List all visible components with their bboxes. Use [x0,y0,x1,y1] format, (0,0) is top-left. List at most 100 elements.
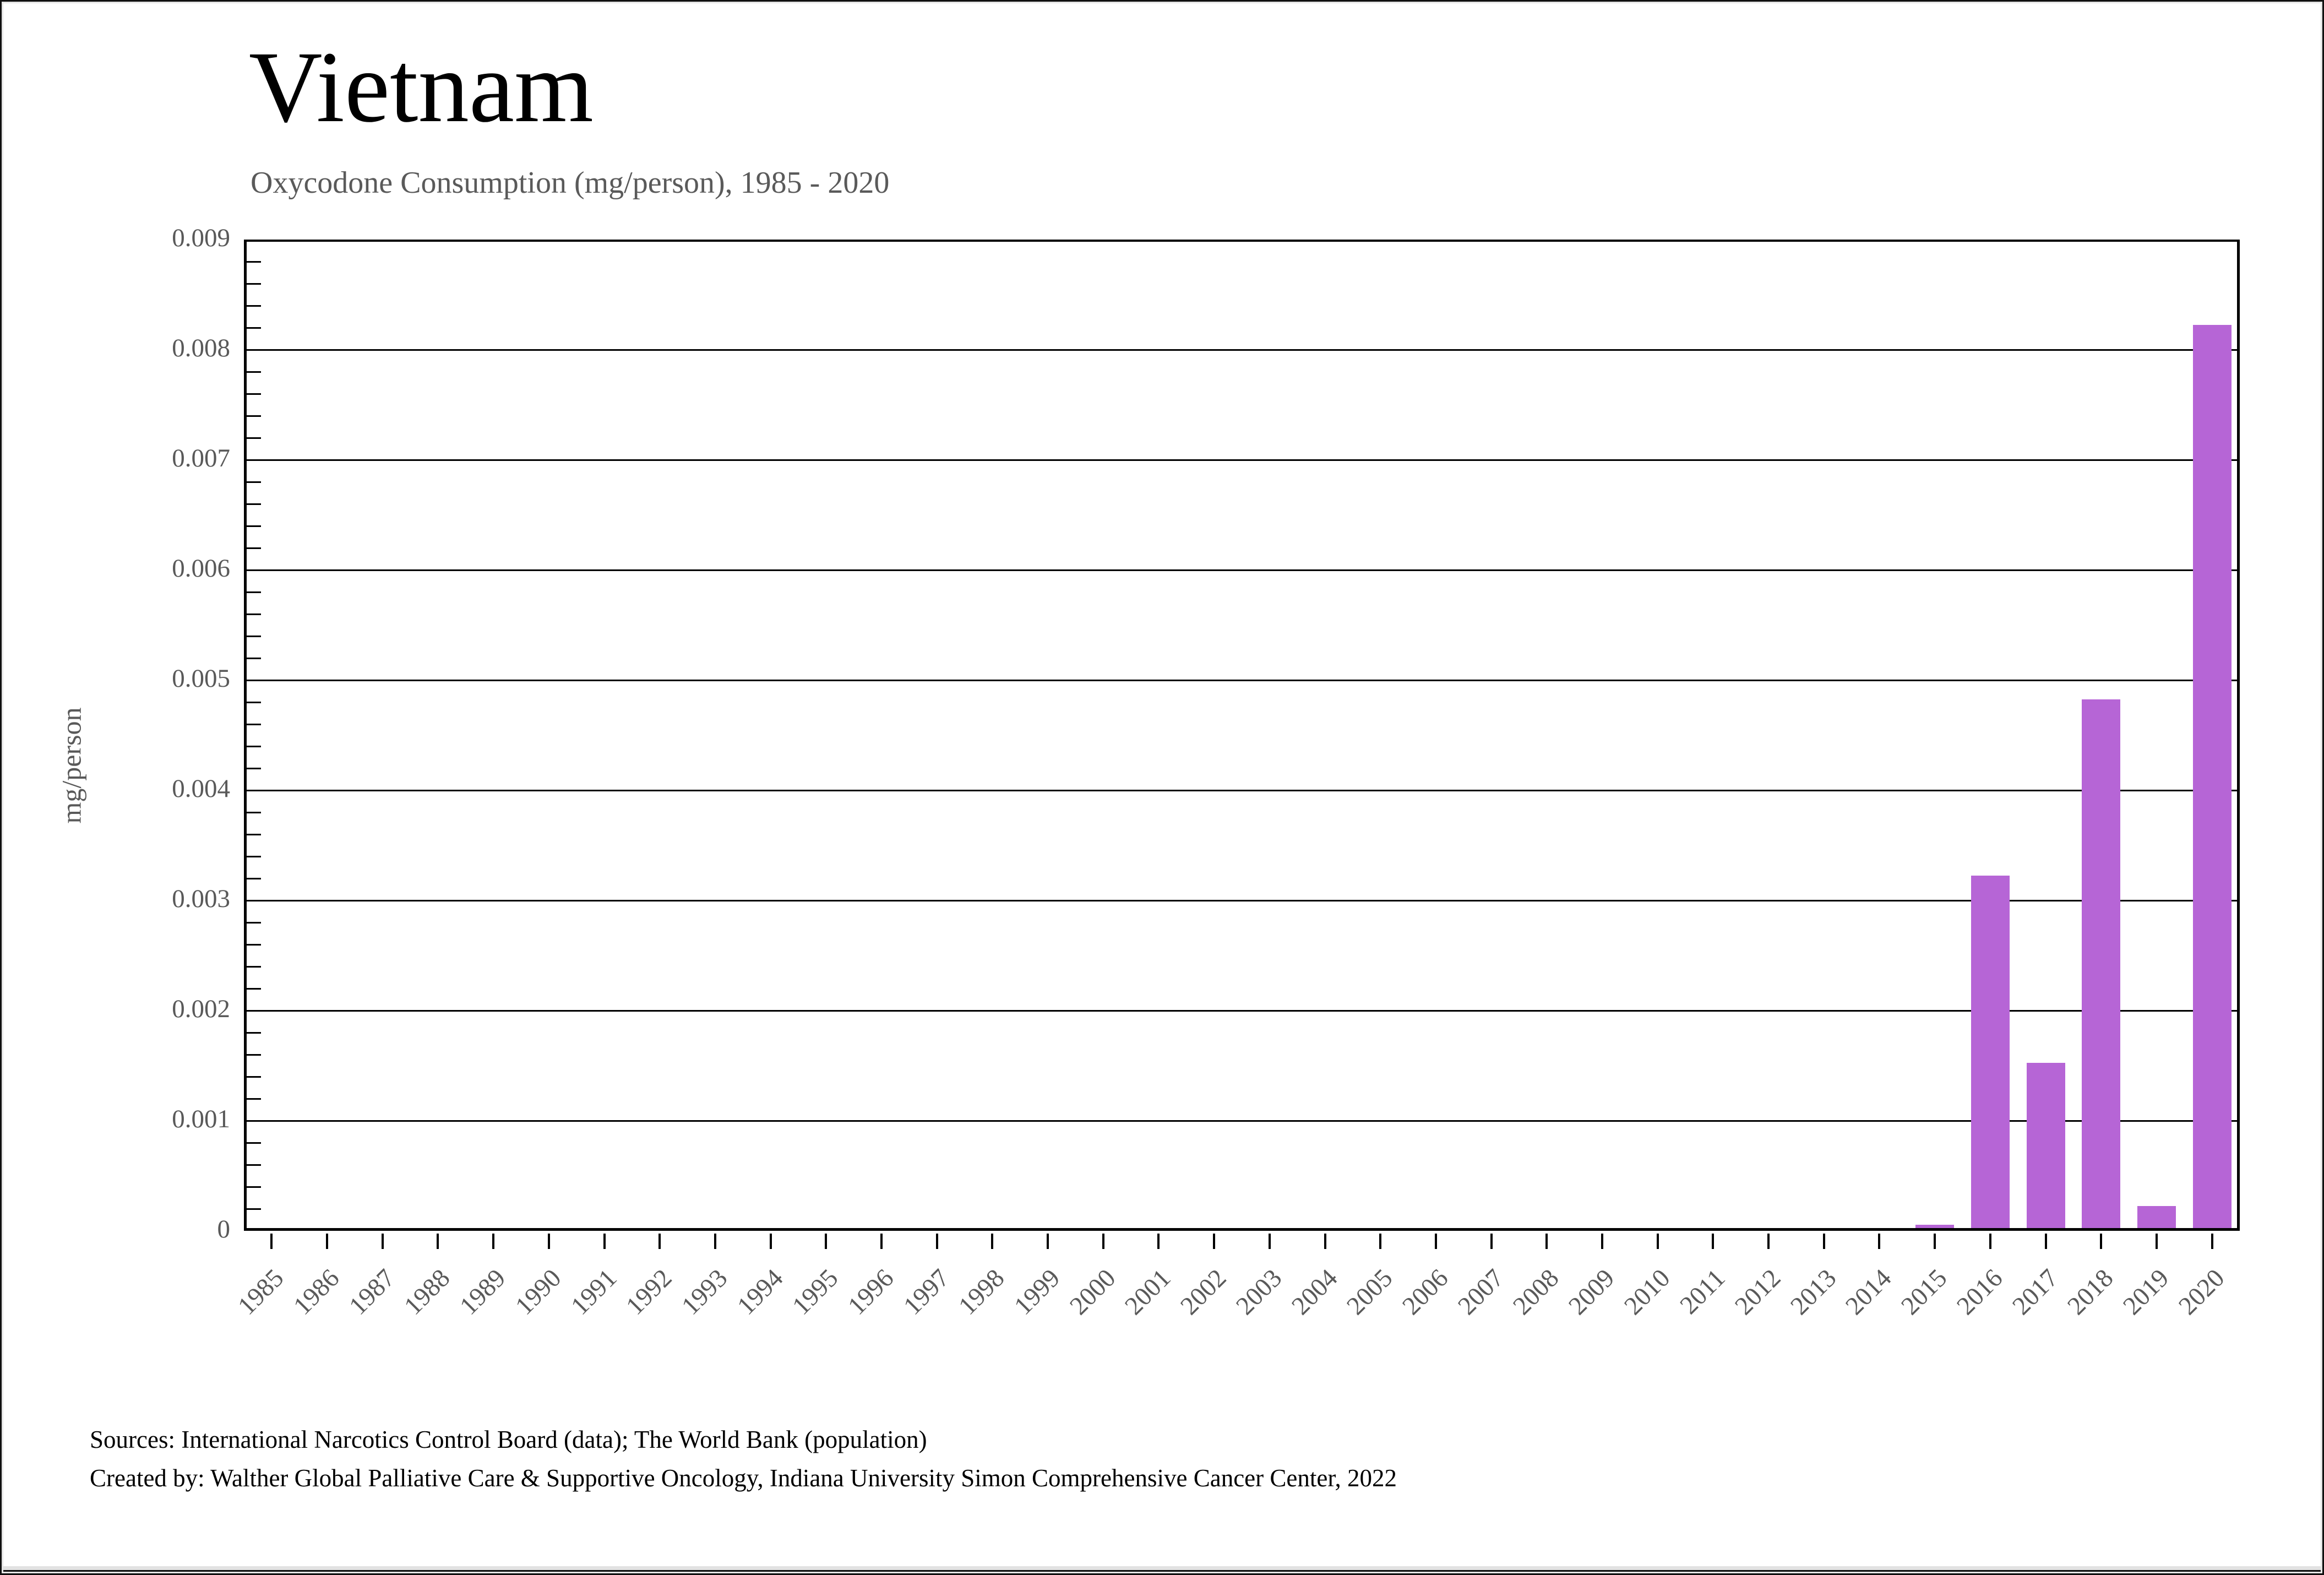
x-tick-label-1990: 1990 [509,1263,567,1321]
x-tick-1998 [991,1234,994,1249]
x-tick-label-2005: 2005 [1341,1263,1398,1321]
bar-2019 [2137,1206,2176,1228]
x-tick-label-1991: 1991 [565,1263,622,1321]
x-tick-label-1996: 1996 [842,1263,900,1321]
y-minor-tick [247,833,261,835]
x-tick-label-1993: 1993 [676,1263,733,1321]
x-tick-label-2003: 2003 [1230,1263,1288,1321]
x-tick-label-1985: 1985 [232,1263,290,1321]
y-tick-label-0.003: 0.003 [172,884,230,913]
y-minor-tick [247,415,261,417]
x-tick-label-1994: 1994 [731,1263,788,1321]
y-minor-tick [247,613,261,615]
y-tick-label-0.004: 0.004 [172,774,230,803]
y-minor-tick [247,635,261,637]
x-tick-label-2008: 2008 [1507,1263,1565,1321]
gridline-0.001 [244,1120,2240,1122]
window-edge-dark [0,1570,2324,1575]
x-tick-label-2016: 2016 [1951,1263,2009,1321]
x-tick-label-1986: 1986 [288,1263,345,1321]
x-tick-label-2019: 2019 [2118,1263,2175,1321]
y-minor-tick [247,701,261,703]
x-tick-label-2013: 2013 [1784,1263,1842,1321]
x-tick-2008 [1545,1234,1548,1249]
y-minor-tick [247,1076,261,1078]
gridline-0.004 [244,789,2240,791]
y-minor-tick [247,1098,261,1100]
x-tick-2015 [1934,1234,1936,1249]
x-tick-label-1998: 1998 [953,1263,1010,1321]
y-minor-tick [247,723,261,725]
gridline-0.003 [244,899,2240,901]
gridline-0.005 [244,679,2240,681]
x-tick-label-2018: 2018 [2062,1263,2119,1321]
x-tick-2016 [1989,1234,1991,1249]
y-minor-tick [247,921,261,924]
y-minor-tick [247,657,261,659]
x-tick-1994 [769,1234,772,1249]
y-tick-label-0: 0 [217,1215,231,1243]
x-tick-label-1988: 1988 [399,1263,456,1321]
y-minor-tick [247,987,261,990]
y-tick-label-0.001: 0.001 [172,1105,230,1133]
bar-2016 [1971,876,2010,1228]
y-minor-tick [247,767,261,769]
gridline-0.006 [244,569,2240,571]
y-minor-tick [247,393,261,395]
x-tick-2010 [1656,1234,1659,1249]
x-tick-2000 [1102,1234,1104,1249]
source-line-1: Sources: International Narcotics Control… [90,1426,927,1453]
y-tick-label-0.009: 0.009 [172,224,230,252]
x-tick-label-2012: 2012 [1729,1263,1787,1321]
y-minor-tick [247,1164,261,1166]
x-tick-label-2009: 2009 [1563,1263,1620,1321]
y-axis-title-text: mg/person [56,707,87,824]
x-tick-label-2014: 2014 [1840,1263,1897,1321]
x-tick-2003 [1268,1234,1271,1249]
y-minor-tick [247,943,261,946]
x-tick-2005 [1379,1234,1382,1249]
x-tick-2019 [2155,1234,2158,1249]
x-tick-1990 [547,1234,550,1249]
x-tick-2017 [2044,1234,2047,1249]
x-tick-label-2001: 2001 [1119,1263,1177,1321]
y-minor-tick [247,481,261,483]
x-tick-label-2020: 2020 [2173,1263,2230,1321]
x-tick-1989 [492,1234,495,1249]
gridline-0.002 [244,1009,2240,1012]
x-tick-label-1997: 1997 [897,1263,955,1321]
bar-2015 [1915,1225,1955,1228]
y-minor-tick [247,591,261,593]
x-tick-label-2015: 2015 [1896,1263,1953,1321]
bar-2018 [2082,699,2121,1228]
x-tick-label-2006: 2006 [1397,1263,1454,1321]
gridline-0.008 [244,349,2240,351]
y-tick-label-0.007: 0.007 [172,444,230,472]
y-minor-tick [247,811,261,813]
y-minor-tick [247,305,261,307]
source-note: Sources: International Narcotics Control… [90,1421,1397,1498]
x-tick-2018 [2100,1234,2103,1249]
x-tick-label-2007: 2007 [1452,1263,1510,1321]
y-minor-tick [247,525,261,527]
window-edge-gray [0,1566,2324,1570]
x-tick-label-2000: 2000 [1064,1263,1122,1321]
y-minor-tick [247,503,261,505]
y-minor-tick [247,547,261,549]
bar-2020 [2192,325,2232,1228]
chart-title: Vietnam [249,31,594,144]
y-minor-tick [247,1208,261,1210]
y-tick-label-0.008: 0.008 [172,334,230,362]
x-tick-1991 [603,1234,606,1249]
y-minor-tick [247,327,261,329]
x-tick-1992 [658,1234,661,1249]
y-minor-tick [247,437,261,439]
x-tick-label-1989: 1989 [454,1263,511,1321]
y-minor-tick [247,1186,261,1188]
chart-subtitle: Oxycodone Consumption (mg/person), 1985 … [251,166,890,200]
x-tick-label-1987: 1987 [343,1263,401,1321]
x-tick-2011 [1712,1234,1715,1249]
x-tick-1985 [270,1234,273,1249]
y-minor-tick [247,283,261,285]
y-tick-label-0.005: 0.005 [172,664,230,693]
